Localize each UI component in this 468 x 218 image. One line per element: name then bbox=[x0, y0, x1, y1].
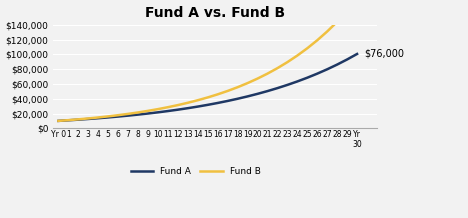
Fund B bbox=[95, 116, 101, 119]
Fund A bbox=[314, 72, 320, 75]
Text: $76,000: $76,000 bbox=[364, 49, 404, 59]
Fund A bbox=[344, 58, 350, 61]
Fund A bbox=[285, 84, 290, 86]
Fund B bbox=[66, 119, 71, 121]
Fund A bbox=[86, 118, 91, 120]
Legend: Fund A, Fund B: Fund A, Fund B bbox=[127, 164, 264, 180]
Fund B bbox=[56, 120, 61, 122]
Fund B bbox=[245, 82, 250, 84]
Fund B bbox=[115, 114, 121, 116]
Fund B bbox=[215, 93, 220, 96]
Fund B bbox=[75, 118, 81, 121]
Fund A bbox=[115, 115, 121, 118]
Fund A bbox=[205, 104, 211, 106]
Fund A bbox=[145, 112, 151, 115]
Fund B bbox=[225, 90, 230, 92]
Fund B bbox=[155, 108, 161, 111]
Fund A bbox=[225, 100, 230, 102]
Fund B bbox=[185, 101, 190, 104]
Fund A bbox=[56, 120, 61, 122]
Fund B bbox=[275, 67, 280, 70]
Fund B bbox=[195, 99, 201, 102]
Fund A bbox=[265, 90, 271, 92]
Fund A bbox=[175, 108, 181, 111]
Fund A bbox=[105, 116, 111, 119]
Line: Fund B: Fund B bbox=[58, 0, 357, 121]
Title: Fund A vs. Fund B: Fund A vs. Fund B bbox=[145, 5, 285, 20]
Fund A bbox=[255, 93, 260, 95]
Fund B bbox=[205, 96, 211, 99]
Fund A bbox=[334, 63, 340, 66]
Fund B bbox=[105, 115, 111, 118]
Fund A bbox=[125, 114, 131, 117]
Fund A bbox=[294, 80, 300, 83]
Fund A bbox=[235, 97, 241, 100]
Fund A bbox=[95, 117, 101, 119]
Fund A bbox=[275, 87, 280, 89]
Fund B bbox=[145, 110, 151, 112]
Text: $132,700: $132,700 bbox=[0, 217, 1, 218]
Fund A bbox=[135, 113, 141, 116]
Fund A bbox=[185, 107, 190, 109]
Fund A bbox=[155, 111, 161, 114]
Line: Fund A: Fund A bbox=[58, 54, 357, 121]
Fund A bbox=[165, 110, 171, 112]
Fund A bbox=[354, 53, 360, 55]
Fund A bbox=[324, 68, 330, 71]
Fund A bbox=[75, 118, 81, 121]
Fund B bbox=[294, 54, 300, 57]
Fund B bbox=[265, 72, 271, 75]
Fund B bbox=[285, 61, 290, 63]
Fund B bbox=[324, 30, 330, 33]
Fund B bbox=[175, 104, 181, 106]
Fund B bbox=[354, 0, 360, 1]
Fund B bbox=[125, 112, 131, 115]
Fund B bbox=[235, 86, 241, 89]
Fund B bbox=[314, 39, 320, 42]
Fund B bbox=[86, 117, 91, 120]
Fund B bbox=[305, 47, 310, 49]
Fund A bbox=[215, 102, 220, 104]
Fund A bbox=[66, 119, 71, 122]
Fund B bbox=[255, 77, 260, 80]
Fund A bbox=[195, 105, 201, 108]
Fund A bbox=[305, 76, 310, 79]
Fund B bbox=[165, 106, 171, 109]
Fund B bbox=[135, 111, 141, 114]
Fund B bbox=[344, 10, 350, 12]
Fund A bbox=[245, 95, 250, 98]
Fund B bbox=[334, 20, 340, 23]
